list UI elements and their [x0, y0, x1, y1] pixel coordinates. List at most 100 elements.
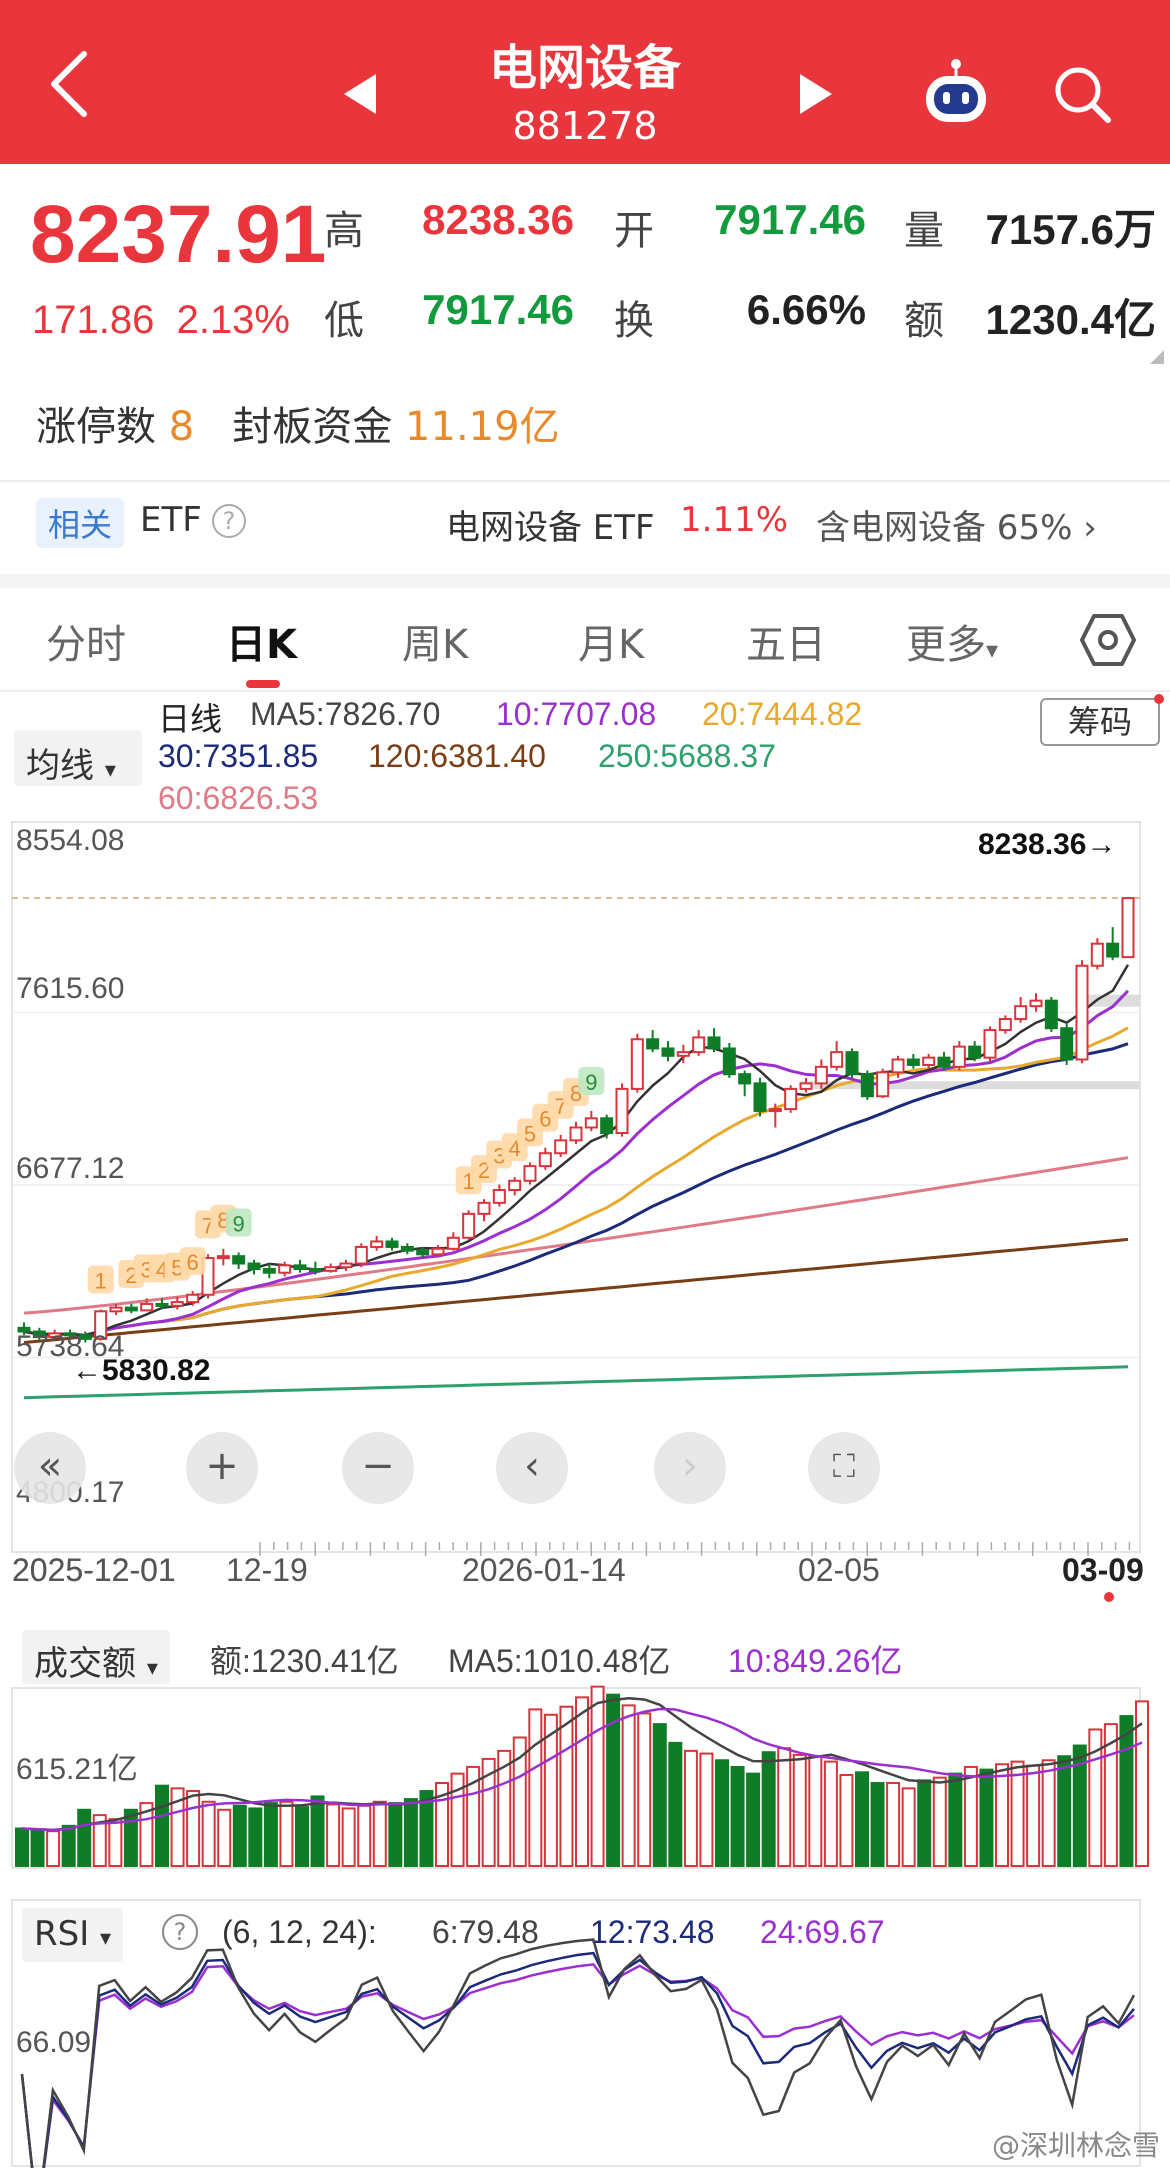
candle-body: [247, 1262, 261, 1271]
back-arrow-icon[interactable]: [40, 44, 100, 124]
candle-body: [1044, 999, 1058, 1030]
zoom-in-icon[interactable]: +: [186, 1432, 258, 1504]
candle-body: [48, 1332, 62, 1339]
volume-bar: [388, 1802, 403, 1867]
y-tick-label: 8554.08: [16, 824, 125, 857]
high-value: 8238.36: [422, 196, 574, 243]
volume-bar: [637, 1712, 652, 1867]
volume-bar: [217, 1808, 232, 1868]
volume-panel[interactable]: 成交额 ▾ 额:1230.41亿 MA5:1010.48亿 10:849.26亿…: [0, 1620, 1170, 1870]
next-stock-icon[interactable]: [796, 70, 836, 118]
rsi-panel[interactable]: RSI ▾ ? (6, 12, 24): 6:79.48 12:73.48 24…: [0, 1890, 1170, 2168]
volume-bar: [948, 1772, 963, 1867]
turnover-value: 6.66%: [746, 286, 866, 333]
volume-bar: [341, 1807, 356, 1867]
candle-body: [1029, 999, 1043, 1008]
x-date-label: 03-09: [1062, 1552, 1144, 1588]
notification-dot: [1154, 694, 1164, 704]
current-price: 8237.91: [30, 189, 327, 280]
ma20-value: 20:7444.82: [702, 696, 863, 732]
candle-body: [170, 1301, 184, 1307]
etf-holding: 含电网设备 65% ›: [816, 500, 1097, 549]
etf-fund-name[interactable]: 电网设备 ETF: [446, 508, 655, 548]
candle-body: [416, 1249, 430, 1256]
fullscreen-icon[interactable]: ⛶: [808, 1432, 880, 1504]
tab-more[interactable]: 更多▾: [906, 612, 998, 670]
candle-body: [216, 1255, 230, 1260]
previous-stock-icon[interactable]: [340, 70, 380, 118]
candle-body: [262, 1268, 276, 1274]
pan-left-icon[interactable]: ‹: [496, 1432, 568, 1504]
etf-label: ETF: [140, 500, 202, 540]
resistance-band: [1080, 994, 1140, 1007]
tab-daily-k[interactable]: 日K: [226, 622, 297, 668]
candle-body: [998, 1018, 1012, 1032]
rsi12-value: 12:73.48: [590, 1914, 715, 1950]
volume-svg: [11, 1685, 1149, 1869]
ma-selector[interactable]: 均线 ▾: [14, 730, 142, 786]
settings-hexagon-icon[interactable]: [1080, 612, 1136, 668]
volume-y-tick: 615.21亿: [16, 1753, 138, 1786]
daily-line-label: 日线: [158, 700, 223, 738]
volume-bar: [61, 1824, 76, 1868]
help-icon[interactable]: ?: [162, 1914, 198, 1950]
pan-right-icon[interactable]: ›: [654, 1432, 726, 1504]
tab-five-day[interactable]: 五日: [746, 622, 826, 668]
ma20-line: [23, 1026, 1129, 1337]
candle-body: [554, 1139, 568, 1155]
chart-frame: [11, 821, 1141, 1553]
volume-ma10-line: [21, 1707, 1143, 1832]
candle-body: [707, 1036, 721, 1050]
ma120-value: 120:6381.40: [368, 738, 546, 774]
volume-bar: [30, 1828, 45, 1868]
rsi6-line: [20, 1938, 1136, 2168]
limit-up-badge-label: 1: [95, 1268, 107, 1293]
limit-up-badge: [578, 1066, 605, 1095]
expand-corner-icon[interactable]: [1150, 350, 1164, 364]
y-tick-label: 7615.60: [16, 972, 125, 1005]
ma5-value: MA5:7826.70: [250, 696, 441, 732]
divider: [0, 690, 1170, 692]
volume-bar: [46, 1830, 61, 1867]
volume-bar: [279, 1800, 294, 1867]
caret-down-icon: ▾: [104, 758, 116, 783]
volume-bar: [295, 1806, 309, 1868]
volume-bar: [932, 1776, 947, 1868]
tab-monthly-k[interactable]: 月K: [578, 622, 645, 668]
robot-assistant-icon[interactable]: [918, 54, 994, 130]
candle-body: [354, 1245, 368, 1265]
volume-bar: [232, 1804, 247, 1867]
rewind-icon[interactable]: «: [14, 1432, 86, 1504]
chevron-right-icon: ›: [1083, 508, 1097, 548]
candle-body: [814, 1065, 828, 1085]
candle-body: [661, 1047, 675, 1057]
volume-amount: 额:1230.41亿: [210, 1643, 399, 1679]
volume-bar: [886, 1782, 901, 1867]
stock-code: 881278: [512, 104, 658, 148]
volume-bar: [777, 1747, 792, 1867]
volume-bar: [543, 1713, 558, 1867]
candle-body: [63, 1332, 77, 1337]
chips-button[interactable]: 筹码: [1040, 698, 1160, 746]
candle-body: [124, 1306, 138, 1312]
zoom-out-icon[interactable]: −: [342, 1432, 414, 1504]
active-tab-indicator: [246, 680, 280, 688]
rsi-frame: [11, 1899, 1141, 2167]
candle-body: [339, 1262, 353, 1269]
chart-tabs: 分时 日K 周K 月K 五日 更多▾: [0, 590, 1170, 690]
volume-bar: [1010, 1760, 1025, 1868]
volume-bar: [683, 1749, 698, 1867]
search-icon[interactable]: [1050, 62, 1114, 126]
tab-intraday[interactable]: 分时: [46, 622, 126, 668]
limit-up-badge: [179, 1247, 206, 1276]
tab-weekly-k[interactable]: 周K: [402, 622, 469, 668]
rsi-indicator-selector[interactable]: RSI ▾: [22, 1908, 124, 1962]
volume-bar: [839, 1773, 854, 1867]
help-icon[interactable]: ?: [212, 504, 246, 538]
ma10-line: [23, 989, 1130, 1337]
related-etf-row[interactable]: 相关 ETF ? 电网设备 ETF 1.11% 含电网设备 65% ›: [0, 490, 1170, 560]
volume-bar: [823, 1760, 838, 1868]
volume-indicator-selector[interactable]: 成交额 ▾: [22, 1630, 170, 1684]
volume-bar: [403, 1798, 418, 1867]
